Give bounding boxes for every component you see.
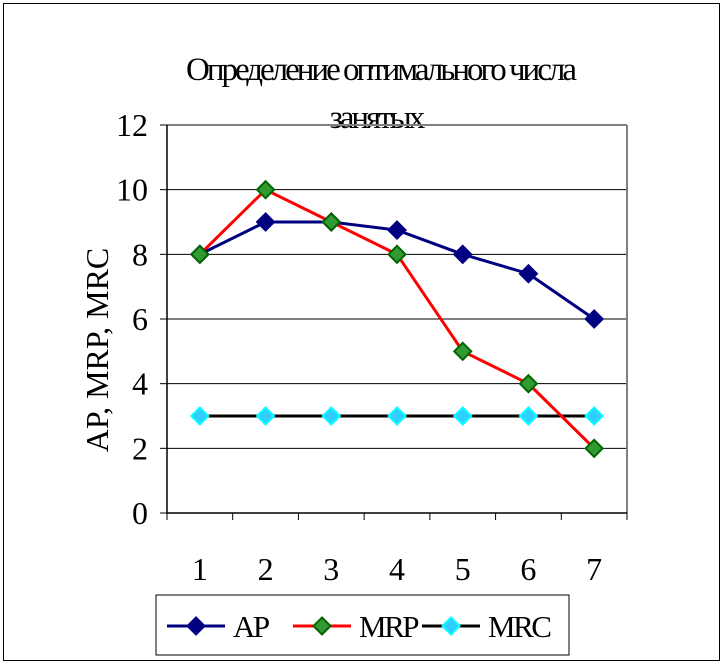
y-tick-label: 4 (132, 366, 148, 402)
data-point-ap (584, 309, 605, 329)
x-tick-labels: 1 2 3 4 5 6 7 (192, 551, 602, 587)
y-tick-label: 2 (132, 430, 148, 466)
y-tick-labels: 0 2 4 6 8 10 12 (116, 107, 148, 531)
data-point-mrp (189, 244, 210, 265)
data-point-mrc (255, 406, 276, 426)
chart-title-line1: Определение оптимального числа (186, 52, 577, 88)
legend-label-mrp: MRP (359, 609, 418, 644)
legend-swatch-marker-ap (186, 616, 206, 636)
y-tick-label: 0 (132, 495, 148, 531)
chart-frame (3, 3, 720, 661)
data-point-mrp (255, 179, 276, 200)
data-point-mrp (452, 341, 473, 362)
chart-title-line2: занятых (330, 100, 426, 136)
x-tick-label: 3 (323, 551, 339, 587)
legend-label-mrc: MRC (488, 609, 550, 644)
data-point-mrc (189, 406, 210, 426)
grid (167, 124, 627, 449)
y-axis-label: AP, MRP, MRC (79, 248, 115, 453)
data-point-mrp (584, 438, 605, 459)
data-point-ap (518, 263, 539, 284)
axes (160, 124, 628, 520)
data-point-ap (255, 212, 276, 232)
data-point-mrc (452, 406, 473, 426)
y-tick-label: 8 (132, 236, 148, 272)
data-point-mrp (518, 373, 539, 394)
data-point-ap (387, 220, 407, 240)
data-point-mrc (518, 406, 539, 426)
x-tick-label: 2 (258, 551, 274, 587)
data-point-mrp (387, 244, 407, 265)
y-tick-label: 6 (132, 301, 148, 337)
data-point-mrc (584, 406, 605, 426)
legend-swatch-marker-mrc (441, 616, 461, 636)
y-tick-label: 10 (116, 172, 148, 208)
x-tick-label: 6 (520, 551, 536, 587)
data-point-mrc (321, 406, 342, 426)
series (189, 179, 605, 459)
legend-swatch-marker-mrp (312, 616, 332, 636)
data-point-mrc (387, 406, 407, 426)
legend-label-ap: AP (233, 609, 269, 644)
data-point-ap (452, 244, 473, 265)
x-tick-label: 5 (455, 551, 471, 587)
data-point-mrp (321, 212, 342, 232)
legend: AP MRP MRC (155, 594, 570, 656)
x-tick-label: 7 (586, 551, 602, 587)
x-tick-label: 4 (389, 551, 405, 587)
y-tick-label: 12 (116, 107, 148, 143)
x-tick-label: 1 (192, 551, 208, 587)
